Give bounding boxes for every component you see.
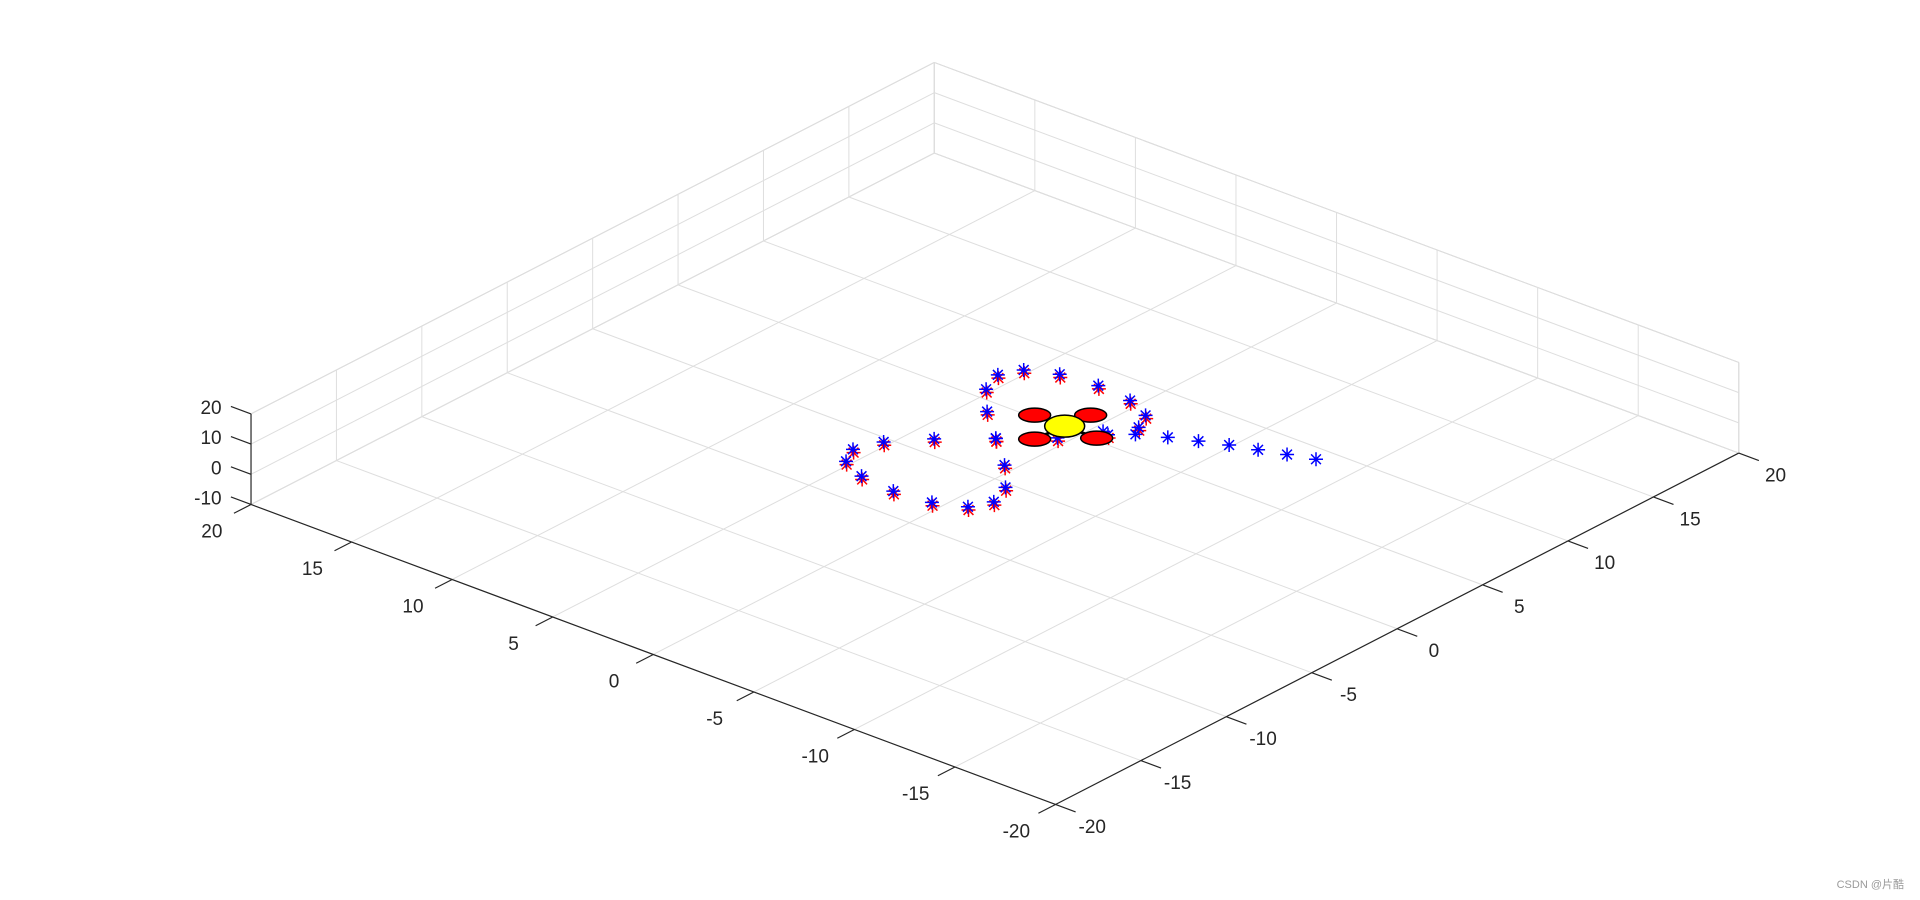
x-tick (535, 616, 553, 627)
y-tick (1140, 759, 1162, 769)
trajectory-point (1052, 367, 1067, 382)
y-tick (1311, 672, 1333, 681)
grid-line (763, 240, 1569, 542)
y-tick (1738, 452, 1760, 462)
y-tick-label: 15 (1680, 509, 1701, 530)
grid-line (934, 61, 1739, 363)
grid-line (677, 284, 1483, 586)
grid-line (250, 92, 935, 445)
x-tick-label: 0 (609, 672, 620, 693)
x-tick (434, 578, 453, 589)
y-tick (1567, 540, 1589, 549)
trajectory-point (845, 442, 860, 457)
x-tick-label: 20 (201, 522, 222, 543)
quadrotor-body (1043, 414, 1086, 438)
trajectory-point (927, 431, 942, 446)
z-tick (230, 405, 252, 415)
z-tick-label: 0 (211, 458, 222, 479)
x-tick-label: -5 (706, 709, 723, 730)
quadrotor-rotor (1073, 407, 1108, 423)
quadrotor-rotor (1079, 430, 1114, 446)
y-tick-label: 20 (1765, 465, 1786, 486)
x-tick (334, 541, 352, 552)
quadrotor-rotor (1017, 431, 1052, 447)
y-tick-label: 0 (1429, 641, 1440, 662)
grid-line (250, 62, 935, 415)
z-tick (230, 466, 252, 475)
x-tick-label: 5 (508, 634, 519, 655)
trajectory-point (990, 367, 1005, 382)
trajectory-point (1309, 452, 1324, 467)
trajectory-point (1160, 430, 1175, 445)
x-tick-label: -20 (1003, 822, 1030, 843)
trajectory-point (1091, 378, 1106, 393)
y-tick-label: 10 (1594, 553, 1615, 574)
grid-line (848, 196, 1654, 498)
x-tick (736, 691, 755, 702)
x-tick (635, 653, 654, 664)
trajectory-point (988, 431, 1003, 446)
x-tick (233, 503, 252, 514)
grid-line (250, 122, 935, 475)
y-tick-label: -5 (1340, 685, 1357, 706)
z-tick-label: 20 (200, 398, 221, 419)
x-tick-label: -10 (801, 747, 828, 768)
grid-line (934, 152, 1739, 454)
y-tick (1396, 628, 1418, 637)
y-tick-label: -15 (1164, 773, 1191, 794)
x-tick-label: 10 (402, 597, 423, 618)
trajectory-point (1251, 442, 1266, 457)
trajectory-point (1280, 447, 1295, 462)
z-tick-label: -10 (194, 489, 221, 510)
quadrotor-rotor (1017, 407, 1052, 423)
trajectory-point (1016, 362, 1031, 377)
x-tick (937, 766, 956, 777)
grid-line (336, 460, 1142, 762)
trajectory-point (997, 458, 1012, 473)
x-tick-label: 15 (302, 559, 323, 580)
y-tick (1226, 716, 1247, 725)
trajectory-point (886, 484, 901, 499)
trajectory-point (980, 404, 995, 419)
z-tick-label: 10 (200, 428, 221, 449)
grid-line (934, 122, 1739, 424)
trajectory-point (1050, 430, 1065, 445)
watermark: CSDN @片酷 (1837, 878, 1904, 891)
trajectory-point (1191, 434, 1206, 449)
trajectory-point (1123, 393, 1138, 408)
trajectory-point (854, 469, 869, 484)
y-tick-label: -10 (1249, 729, 1276, 750)
y-tick (1055, 803, 1076, 813)
grid-line (250, 152, 935, 505)
trajectory-point (839, 454, 854, 469)
trajectory-point (998, 480, 1013, 495)
trajectory-point (876, 434, 891, 449)
trajectory-point (924, 495, 939, 510)
trajectory-point (1131, 420, 1146, 435)
trajectory-point (1138, 408, 1153, 423)
y-tick (1653, 496, 1674, 506)
grid-line (592, 328, 1398, 630)
quadrotor (1017, 407, 1114, 447)
x-tick (1038, 803, 1056, 814)
y-tick-label: 5 (1514, 597, 1525, 618)
trajectory-point (1222, 438, 1237, 453)
grid-line (934, 92, 1739, 394)
z-tick (230, 436, 252, 445)
trajectory-point (986, 494, 1001, 509)
x-tick (837, 728, 855, 739)
y-tick-label: -20 (1079, 817, 1106, 838)
trajectory-point (979, 382, 994, 397)
grid-line (421, 416, 1227, 718)
trajectory-point (1128, 427, 1143, 442)
z-tick (230, 496, 252, 506)
x-tick-label: -15 (902, 784, 929, 805)
y-tick (1482, 584, 1503, 593)
trajectory-point (960, 499, 975, 514)
grid-line (507, 372, 1312, 674)
